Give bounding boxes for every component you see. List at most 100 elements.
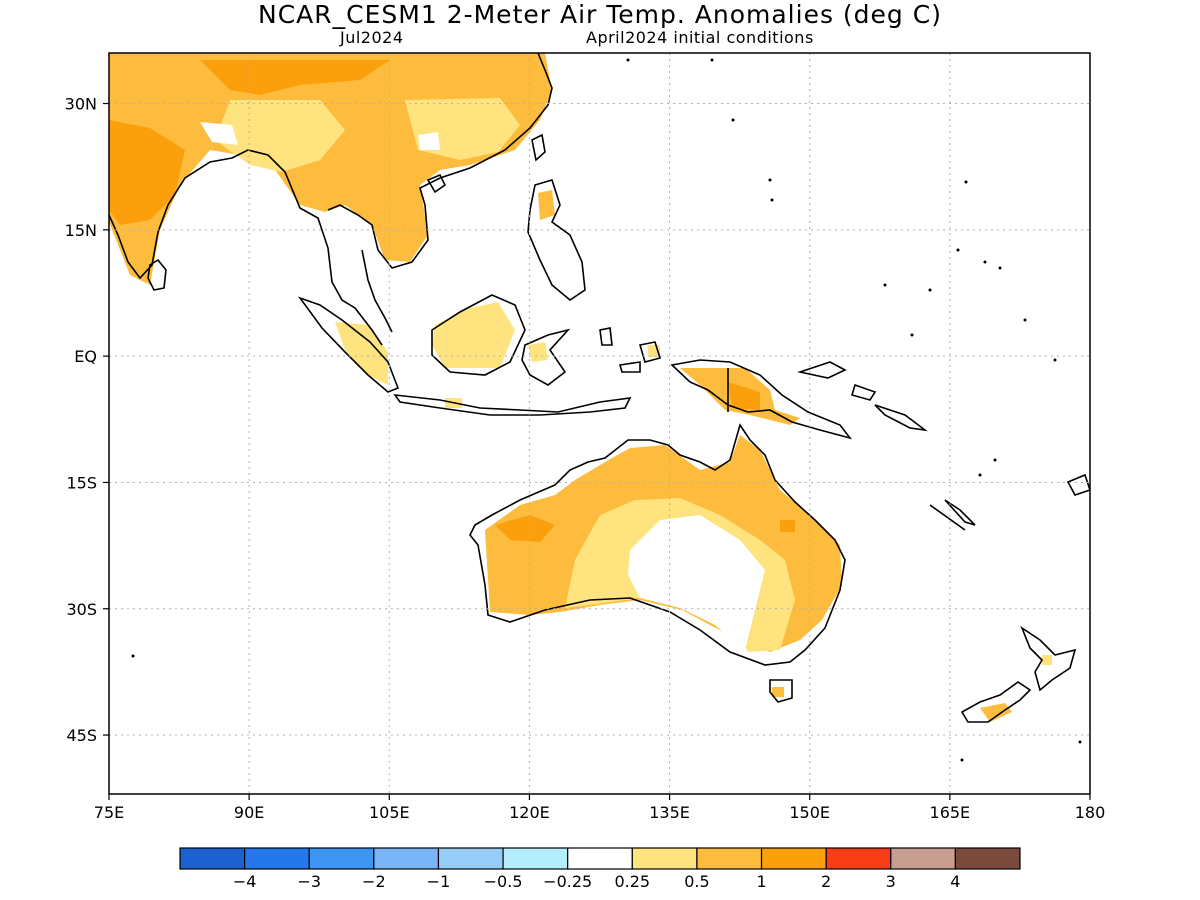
colorbar-swatch bbox=[308, 847, 375, 870]
lon-tick-label: 165E bbox=[930, 803, 971, 822]
lon-tick-label: 90E bbox=[234, 803, 264, 822]
colorbar-swatch bbox=[437, 847, 504, 870]
island-dot bbox=[928, 288, 932, 292]
island-dot bbox=[960, 758, 964, 762]
colorbar-swatch bbox=[954, 847, 1021, 870]
coast-philippines bbox=[527, 179, 586, 301]
coast-solomon-islands bbox=[874, 404, 928, 432]
anomaly-region-queensland bbox=[780, 520, 795, 532]
colorbar-swatch bbox=[567, 847, 633, 870]
coast-australia bbox=[469, 423, 846, 666]
coast-new-zealand-north bbox=[1020, 625, 1077, 692]
coast-sumatra bbox=[297, 296, 400, 393]
coast-new-caledonia bbox=[929, 504, 966, 531]
anomaly-region-west-australia bbox=[495, 515, 555, 542]
island-dot bbox=[978, 473, 982, 477]
colorbar-label: −1 bbox=[427, 872, 451, 891]
lon-tick-label: 120E bbox=[509, 803, 550, 822]
lat-tick-label: EQ bbox=[74, 347, 97, 366]
colorbar-label: 1 bbox=[756, 872, 766, 891]
anomaly-region-india-core bbox=[109, 120, 185, 225]
island-dot bbox=[626, 58, 630, 62]
coast-malay-peninsula bbox=[361, 249, 393, 333]
anomaly-region-philippines bbox=[538, 190, 555, 220]
colorbar-swatch bbox=[825, 847, 892, 870]
colorbar-swatch bbox=[760, 847, 827, 870]
anomaly-region-sumatra bbox=[335, 322, 388, 385]
colorbar-label: −4 bbox=[233, 872, 257, 891]
colorbar-swatch bbox=[890, 847, 956, 870]
map-axis-labels: 75E 90E 105E 120E 135E 150E 165E 180 30N 15N EQ 15S… bbox=[65, 95, 1106, 822]
colorbar-swatch bbox=[631, 847, 698, 870]
lon-tick-label: 180 bbox=[1075, 803, 1106, 822]
colorbar-swatch bbox=[502, 847, 569, 870]
island-dot bbox=[910, 333, 914, 337]
coast-tasmania bbox=[769, 679, 793, 703]
coast-new-zealand-south bbox=[960, 681, 1032, 723]
island-dot bbox=[993, 458, 997, 462]
anomaly-region-borneo bbox=[432, 302, 515, 368]
small-islands bbox=[131, 58, 1082, 762]
colorbar-label: −0.25 bbox=[543, 872, 592, 891]
map-title: NCAR_CESM1 2-Meter Air Temp. Anomalies (… bbox=[258, 0, 942, 29]
forecast-month: Jul2024 bbox=[340, 28, 404, 47]
coast-indochina bbox=[327, 53, 553, 269]
lon-tick-label: 135E bbox=[649, 803, 690, 822]
lon-tick-label: 75E bbox=[94, 803, 124, 822]
island-dot bbox=[768, 178, 772, 182]
colorbar-swatch bbox=[179, 847, 246, 870]
colorbar-swatch bbox=[244, 847, 310, 870]
lat-tick-label: 15S bbox=[66, 473, 97, 492]
island-dot bbox=[956, 248, 960, 252]
colorbar-label: −0.5 bbox=[484, 872, 523, 891]
island-dot bbox=[1053, 358, 1057, 362]
lat-tick-label: 30S bbox=[66, 600, 97, 619]
island-dot bbox=[883, 283, 887, 287]
anomaly-region-tibet-band bbox=[200, 60, 390, 95]
map-gridlines bbox=[109, 53, 1090, 794]
coast-sulawesi bbox=[521, 328, 571, 386]
neutral-region-australia bbox=[628, 515, 765, 650]
island-dot bbox=[964, 180, 968, 184]
coast-taiwan bbox=[531, 133, 546, 162]
colorbar-label: −3 bbox=[297, 872, 321, 891]
anomaly-region-new-zealand-north bbox=[1042, 655, 1052, 665]
island-dot bbox=[710, 58, 714, 62]
island-dot bbox=[131, 654, 135, 658]
island-dot bbox=[1078, 740, 1082, 744]
anomaly-region-new-zealand-south bbox=[980, 703, 1012, 722]
island-dot bbox=[998, 266, 1002, 270]
colorbar-label: 0.25 bbox=[614, 872, 650, 891]
island-dot bbox=[770, 198, 774, 202]
colorbar-label: 3 bbox=[886, 872, 896, 891]
colorbar-label: −2 bbox=[362, 872, 386, 891]
coast-new-guinea bbox=[670, 359, 853, 440]
island-dot bbox=[731, 118, 735, 122]
initial-conditions: April2024 initial conditions bbox=[586, 28, 814, 47]
colorbar-label: 2 bbox=[821, 872, 831, 891]
colorbar-label: 4 bbox=[950, 872, 960, 891]
island-dot bbox=[1023, 318, 1027, 322]
map-frame bbox=[108, 52, 1091, 795]
neutral-patch-bay bbox=[200, 122, 238, 145]
coast-sri-lanka bbox=[147, 258, 167, 291]
anomaly-region-himalaya bbox=[215, 100, 345, 172]
lat-tick-label: 30N bbox=[65, 95, 97, 114]
neutral-patch-china bbox=[418, 132, 440, 150]
colorbar-swatch bbox=[373, 847, 440, 870]
colorbar-label: 0.5 bbox=[684, 872, 709, 891]
lon-tick-label: 105E bbox=[369, 803, 410, 822]
island-dot bbox=[983, 260, 987, 264]
coast-vanuatu bbox=[944, 499, 976, 526]
lat-tick-label: 15N bbox=[65, 221, 97, 240]
coast-hainan bbox=[426, 173, 447, 194]
lon-tick-label: 150E bbox=[789, 803, 830, 822]
coast-fiji bbox=[1066, 473, 1090, 496]
coast-java bbox=[393, 394, 632, 416]
coast-borneo bbox=[431, 294, 526, 376]
lat-tick-label: 45S bbox=[66, 726, 97, 745]
coast-india bbox=[109, 149, 383, 346]
colorbar: −4 −3 −2 −1 −0.5 −0.25 0.25 0.5 1 2 3 4 bbox=[179, 847, 1021, 891]
anomaly-region-new-guinea-core bbox=[728, 382, 760, 410]
